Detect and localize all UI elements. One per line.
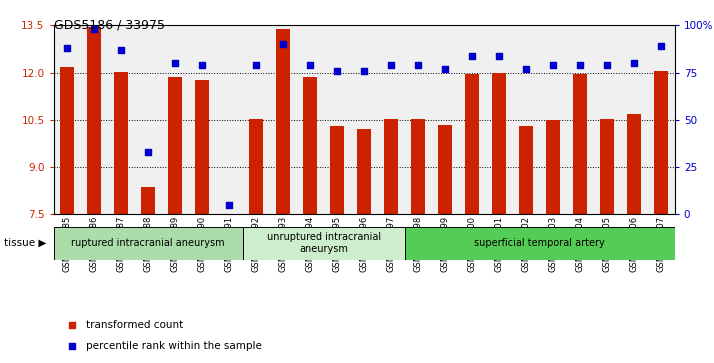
Bar [141,187,155,214]
Point [655,43,667,49]
Point [358,68,370,74]
Point [413,62,424,68]
Point [142,149,154,155]
Bar [243,227,405,260]
Bar [628,114,641,214]
Point [116,47,127,53]
Point [386,62,397,68]
Text: unruptured intracranial
aneurysm: unruptured intracranial aneurysm [266,232,381,254]
Bar [249,119,263,214]
Bar [60,67,74,214]
Point [548,62,559,68]
Point [628,60,640,66]
Point [223,202,235,208]
Bar [114,72,128,214]
Bar [438,125,452,214]
Bar [600,119,614,214]
Bar [546,121,560,214]
Bar [520,126,533,214]
Bar [331,126,344,214]
Bar [54,227,243,260]
Text: GDS5186 / 33975: GDS5186 / 33975 [54,18,164,31]
Bar [411,119,425,214]
Bar [87,27,101,214]
Point [493,24,504,30]
Point [493,213,504,219]
Point [331,68,343,74]
Point [169,60,181,66]
Point [575,62,586,68]
Bar [222,213,236,214]
Point [89,26,100,32]
Point [278,41,289,47]
Bar [196,81,208,214]
Point [493,53,505,58]
Bar [493,73,506,214]
Bar [169,77,182,214]
Bar [655,71,668,214]
Point [251,62,262,68]
Point [601,62,613,68]
Point [196,62,208,68]
Point [439,66,451,72]
Point [521,66,532,72]
Bar [303,77,317,214]
Bar [384,119,398,214]
Bar [405,227,675,260]
Point [466,53,478,58]
Bar [358,129,371,214]
Text: tissue ▶: tissue ▶ [4,238,46,248]
Text: percentile rank within the sample: percentile rank within the sample [86,341,262,351]
Text: ruptured intracranial aneurysm: ruptured intracranial aneurysm [71,238,225,248]
Bar [276,29,290,214]
Bar [573,74,587,214]
Bar [466,74,479,214]
Point [61,45,73,51]
Point [304,62,316,68]
Text: transformed count: transformed count [86,321,183,330]
Text: superficial temporal artery: superficial temporal artery [474,238,605,248]
